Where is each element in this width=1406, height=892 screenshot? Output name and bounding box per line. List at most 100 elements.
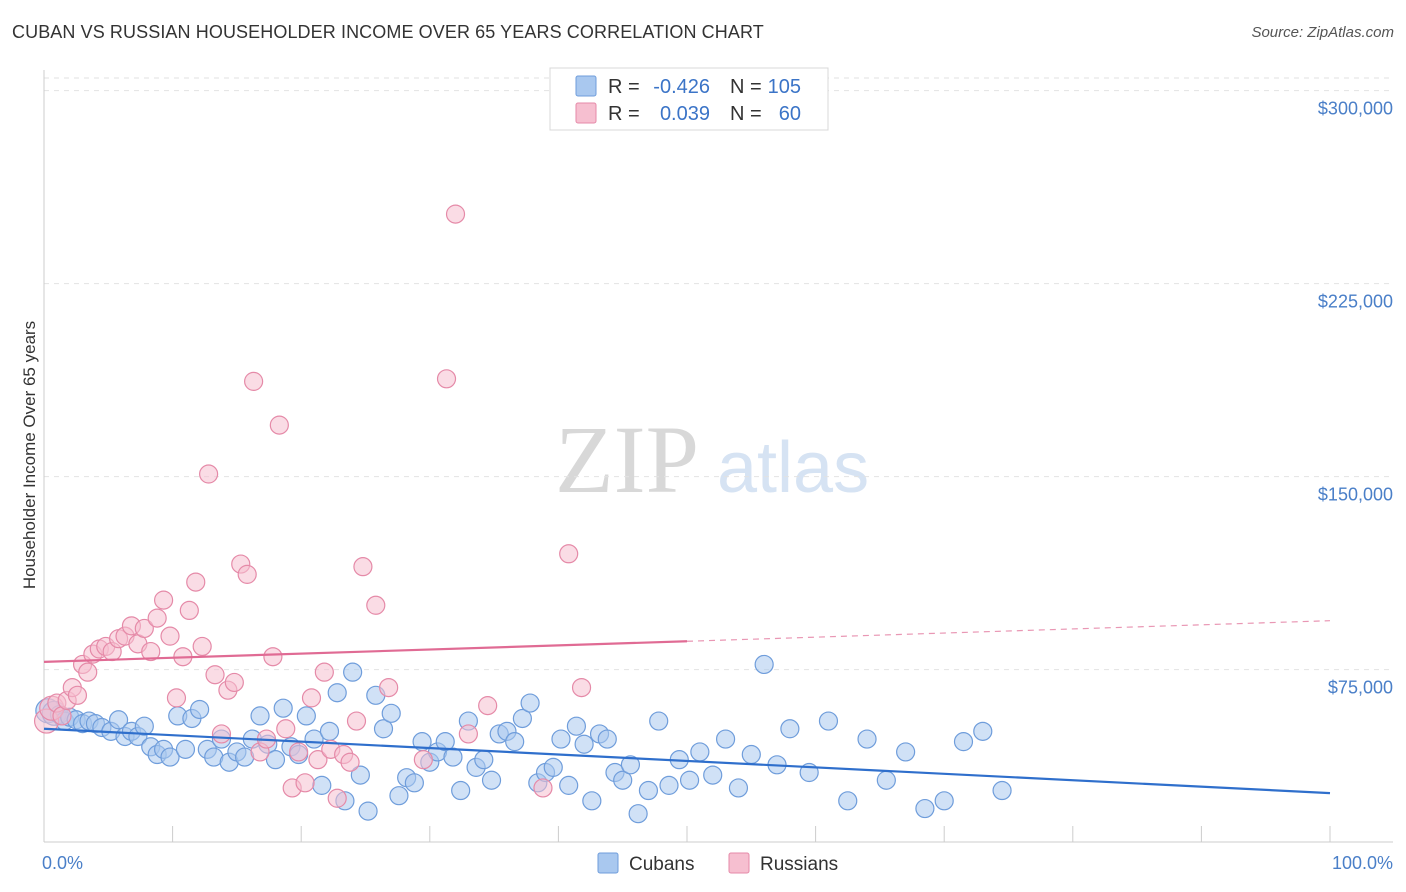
russians-point: [205, 665, 225, 685]
russians-point: [78, 662, 98, 682]
cubans-point: [265, 750, 286, 770]
cubans-point: [273, 698, 293, 718]
cubans-point: [659, 775, 679, 795]
russians-point: [289, 742, 309, 762]
cubans-point: [389, 786, 409, 806]
watermark-zip: ZIP: [555, 406, 699, 513]
russians-point: [379, 677, 399, 698]
cubans-point: [582, 791, 602, 811]
y-tick-label: $225,000: [1318, 292, 1393, 312]
cubans-point: [404, 773, 424, 793]
cubans-point: [620, 755, 641, 775]
legend-r-label-1: R =: [608, 76, 640, 98]
russians-point: [237, 564, 257, 584]
russians-point: [295, 773, 315, 793]
russians-point: [308, 750, 328, 770]
russians-point: [340, 752, 360, 772]
russians-point: [436, 369, 457, 389]
legend-r-value-1: -0.426: [653, 76, 710, 98]
russians-point: [478, 696, 498, 716]
cubans-point: [520, 693, 540, 713]
cubans-point: [953, 732, 974, 752]
cubans-point: [679, 770, 700, 790]
russians-point: [533, 778, 553, 798]
cubans-point: [741, 744, 761, 765]
russians-point: [160, 626, 180, 646]
cubans-point: [160, 747, 180, 767]
russians-point: [314, 662, 334, 682]
source-label: Source: ZipAtlas.com: [1251, 24, 1394, 41]
cubans-point: [876, 770, 896, 790]
cubans-point: [973, 721, 993, 741]
cubans-point: [175, 739, 196, 759]
cubans-point: [780, 719, 800, 739]
russians-point: [353, 557, 373, 577]
russians-trend-line: [43, 640, 688, 663]
correlation-legend: R = -0.426 N = 105 R = 0.039 N = 60: [549, 67, 829, 131]
cubans-point: [358, 801, 378, 821]
russians-point: [166, 688, 187, 708]
bottom-legend-label-russians: Russians: [760, 854, 838, 875]
cubans-point: [857, 729, 877, 749]
russians-point: [366, 595, 386, 615]
russians-point: [179, 600, 199, 621]
cubans-point: [818, 711, 839, 731]
cubans-point: [543, 757, 563, 777]
russians-point: [301, 688, 322, 708]
russians-point: [327, 788, 347, 808]
cubans-point: [566, 716, 587, 736]
russians-point: [346, 711, 367, 731]
russians-point: [134, 618, 154, 639]
cubans-point: [443, 747, 463, 767]
cubans-point: [690, 742, 710, 762]
cubans-point: [559, 775, 579, 795]
cubans-point: [343, 662, 363, 682]
russians-point: [186, 572, 206, 592]
russians-point: [147, 608, 167, 628]
cubans-point: [474, 750, 494, 770]
russians-point: [67, 685, 88, 705]
cubans-point: [451, 780, 471, 801]
legend-n-label-2: N =: [730, 103, 762, 125]
y-tick-label: $300,000: [1318, 99, 1393, 119]
russians-point: [413, 750, 433, 770]
cubans-point: [250, 706, 270, 726]
watermark-atlas: atlas: [717, 428, 869, 508]
legend-n-value-1: 105: [768, 76, 801, 98]
cubans-point: [574, 734, 594, 754]
legend-n-label-1: N =: [730, 76, 762, 98]
legend-n-value-2: 60: [779, 103, 801, 125]
cubans-point: [551, 729, 571, 749]
russians-point: [263, 647, 283, 667]
cubans-point: [512, 708, 532, 729]
legend-r-label-2: R =: [608, 103, 640, 125]
y-tick-label: $150,000: [1318, 485, 1393, 505]
cubans-point: [435, 732, 455, 752]
russians-point: [199, 464, 219, 484]
russians-point: [559, 544, 579, 564]
cubans-point: [350, 765, 370, 785]
bottom-legend-swatch-russians: [728, 852, 750, 874]
cubans-point: [312, 775, 332, 795]
cubans-point: [505, 732, 525, 752]
russians-point: [244, 371, 264, 391]
x-tick-label-max: 100.0%: [1332, 853, 1393, 873]
series-legend: Cubans Russians: [597, 852, 838, 875]
russians-point: [211, 724, 232, 744]
cubans-point: [190, 699, 210, 720]
cubans-point: [481, 770, 502, 790]
cubans-point: [613, 770, 633, 790]
russians-point: [269, 415, 289, 435]
russians-point: [445, 204, 466, 224]
cubans-point: [296, 706, 316, 726]
cubans-point: [327, 683, 347, 703]
cubans-point: [319, 721, 340, 741]
cubans-point: [915, 798, 935, 819]
cubans-point: [934, 791, 954, 811]
russians-trend-extension: [686, 620, 1331, 642]
legend-swatch-cubans: [575, 75, 597, 97]
cubans-point: [381, 703, 401, 723]
chart-title: CUBAN VS RUSSIAN HOUSEHOLDER INCOME OVER…: [12, 22, 764, 42]
cubans-point: [896, 742, 916, 762]
